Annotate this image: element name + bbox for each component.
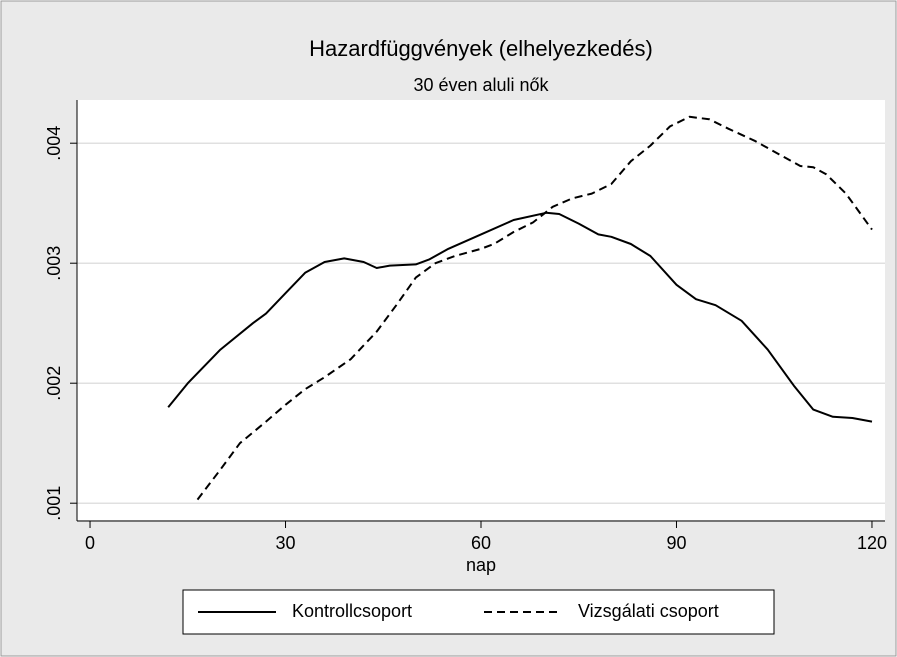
- y-tick-label: .004: [44, 126, 64, 161]
- legend-label: Kontrollcsoport: [292, 601, 412, 621]
- line-series: [167, 211, 873, 423]
- x-tick-label: 0: [85, 533, 95, 553]
- chart-subtitle: 30 éven aluli nők: [413, 75, 549, 95]
- x-tick-label: 90: [666, 533, 686, 553]
- x-tick-label: 30: [276, 533, 296, 553]
- x-tick-label: 60: [471, 533, 491, 553]
- y-tick-label: .001: [44, 486, 64, 521]
- legend-label: Vizsgálati csoport: [578, 601, 719, 621]
- y-tick-label: .002: [44, 366, 64, 401]
- y-tick-label: .003: [44, 246, 64, 281]
- chart-title: Hazardfüggvények (elhelyezkedés): [309, 36, 653, 61]
- legend-box: [182, 589, 775, 635]
- plot-area: [77, 100, 885, 520]
- line-series: [196, 115, 873, 501]
- x-axis-label: nap: [466, 555, 496, 575]
- x-tick-label: 120: [857, 533, 887, 553]
